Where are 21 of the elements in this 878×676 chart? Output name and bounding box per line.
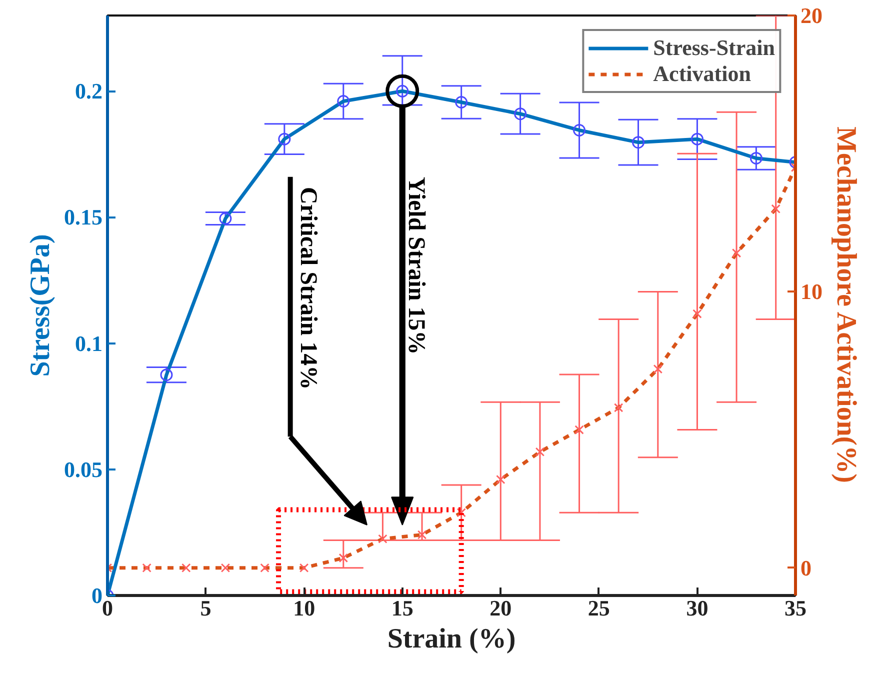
y-tick-label: 0.15 <box>64 204 102 230</box>
y-axis-title: Stress(GPa) <box>25 234 56 377</box>
y2-tick-label: 0 <box>800 555 812 580</box>
y2-tick-label: 10 <box>800 279 822 304</box>
y2-tick-label: 20 <box>800 3 822 28</box>
x-tick-label: 30 <box>686 596 708 620</box>
x-tick-label: 25 <box>588 596 610 620</box>
legend-label: Stress-Strain <box>653 35 775 61</box>
y2-axis-title: Mechanophore Activation(%) <box>830 126 862 483</box>
x-tick-label: 20 <box>490 596 512 620</box>
x-tick-label: 35 <box>784 596 806 620</box>
legend-label: Activation <box>653 61 751 87</box>
x-tick-label: 5 <box>200 596 212 620</box>
x-tick-label: 10 <box>293 596 316 620</box>
y-tick-label: 0.05 <box>64 456 102 482</box>
y-tick-label: 0.2 <box>75 78 102 104</box>
annotation: Yield Strain 15% <box>403 176 430 355</box>
y-tick-label: 0.1 <box>75 330 102 356</box>
x-axis-title: Strain (%) <box>387 624 516 654</box>
x-tick-label: 15 <box>391 596 414 620</box>
annotation: Critical Strain 14% <box>295 186 322 390</box>
